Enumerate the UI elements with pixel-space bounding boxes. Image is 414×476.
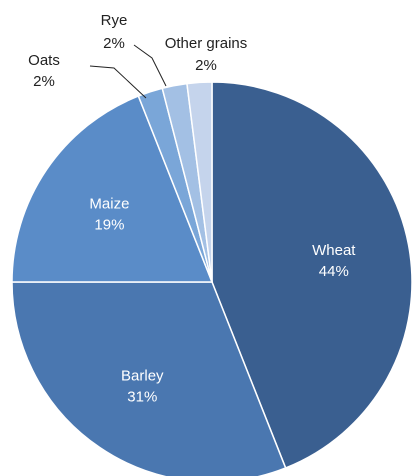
slice-label-maize: Maize: [89, 195, 129, 212]
slice-value-barley: 31%: [127, 389, 157, 406]
pie-slices: [11, 81, 413, 476]
slice-value-rye: 2%: [103, 35, 125, 52]
slice-label-rye: Rye: [101, 12, 128, 29]
leader-lines: [89, 44, 167, 99]
slice-value-other-grains: 2%: [195, 57, 217, 74]
slice-label-oats: Oats: [28, 52, 60, 69]
slice-value-maize: 19%: [94, 216, 124, 233]
slice-barley: [11, 281, 287, 476]
slice-value-oats: 2%: [33, 73, 55, 90]
slice-label-wheat: Wheat: [312, 242, 356, 259]
slice-maize: [11, 95, 214, 283]
slice-labels: Wheat 44% Barley 31% Maize 19% Oats 2% Rye 2% Othe…: [28, 12, 356, 406]
slice-value-wheat: 44%: [319, 263, 349, 280]
slice-label-other-grains: Other grains: [165, 35, 248, 52]
leader-line-rye: [133, 44, 167, 87]
slice-other-grains: [186, 81, 213, 283]
slice-wheat: [211, 81, 413, 469]
slice-label-barley: Barley: [121, 368, 164, 385]
leader-line-oats: [89, 65, 147, 99]
